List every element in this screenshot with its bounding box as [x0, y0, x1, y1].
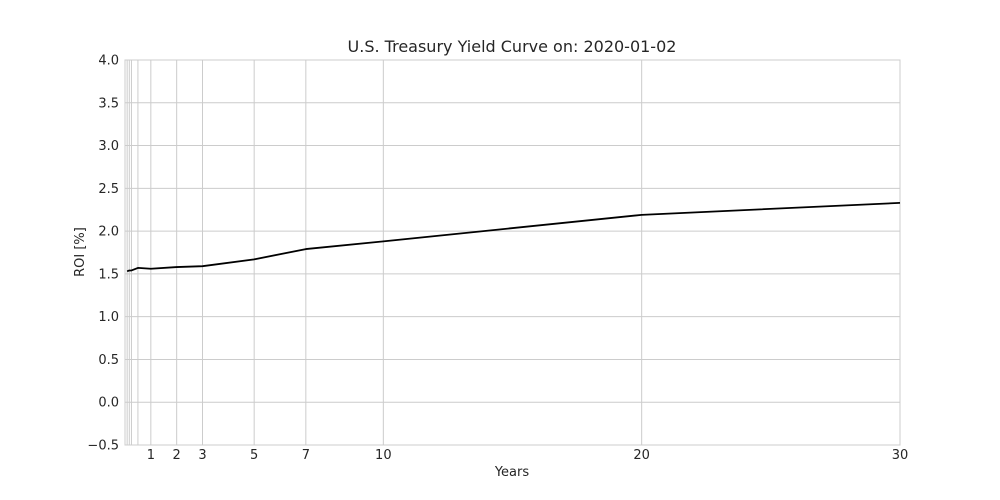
x-tick-labels: 1 2 3 5 7 10 20 30 — [147, 448, 909, 463]
y-axis-label: ROI [%] — [73, 227, 88, 277]
x-tick-label-2: 3 — [198, 448, 206, 463]
y-tick-label-5: 2.0 — [98, 225, 119, 240]
grid-lines — [125, 59, 901, 446]
chart-title: U.S. Treasury Yield Curve on: 2020-01-02 — [348, 37, 677, 56]
x-tick-label-7: 30 — [892, 448, 909, 463]
y-tick-label-6: 2.5 — [98, 182, 119, 197]
x-tick-label-6: 20 — [633, 448, 650, 463]
y-tick-label-1: 0.0 — [98, 396, 119, 411]
x-tick-label-1: 2 — [173, 448, 181, 463]
x-axis-label: Years — [494, 465, 530, 480]
y-tick-label-3: 1.0 — [98, 310, 119, 325]
y-tick-label-8: 3.5 — [98, 96, 119, 111]
x-tick-label-4: 7 — [302, 448, 310, 463]
y-tick-label-2: 0.5 — [98, 353, 119, 368]
y-tick-label-0: −0.5 — [87, 439, 119, 454]
plot-frame — [124, 59, 901, 446]
x-tick-label-0: 1 — [147, 448, 155, 463]
x-tick-label-5: 10 — [375, 448, 392, 463]
y-tick-label-7: 3.0 — [98, 139, 119, 154]
y-tick-label-9: 4.0 — [98, 54, 119, 69]
yield-curve-line — [126, 201, 901, 273]
series-layer — [126, 201, 901, 273]
y-tick-labels: −0.5 0.0 0.5 1.0 1.5 2.0 2.5 3.0 3.5 4.0 — [87, 54, 119, 454]
x-tick-label-3: 5 — [250, 448, 258, 463]
y-tick-label-4: 1.5 — [98, 267, 119, 282]
